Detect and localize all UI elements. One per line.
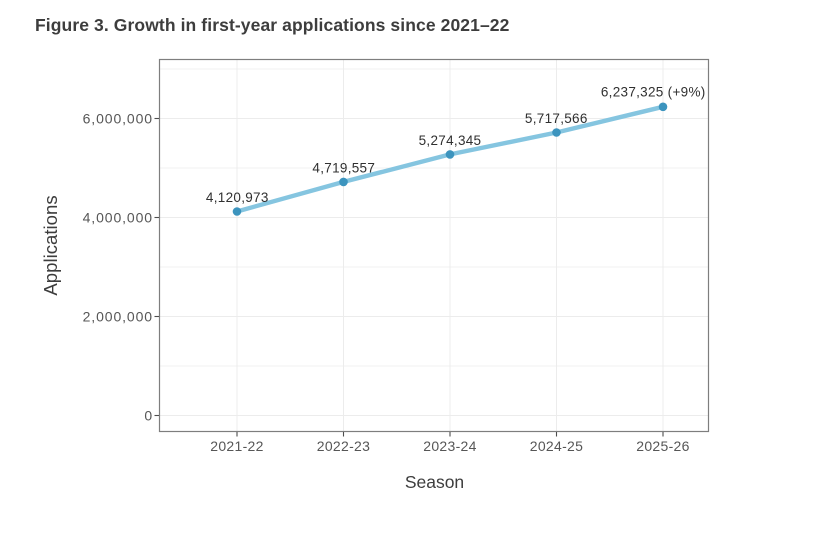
svg-text:2023-24: 2023-24 <box>423 438 476 454</box>
svg-text:Figure 3. Growth in first-year: Figure 3. Growth in first-year applicati… <box>35 15 510 35</box>
svg-text:2,000,000: 2,000,000 <box>83 309 153 325</box>
svg-text:4,719,557: 4,719,557 <box>312 161 375 176</box>
svg-text:0: 0 <box>144 408 153 424</box>
svg-text:2021-22: 2021-22 <box>210 438 263 454</box>
svg-text:5,717,566: 5,717,566 <box>525 111 588 126</box>
svg-text:2025-26: 2025-26 <box>636 438 689 454</box>
svg-text:4,000,000: 4,000,000 <box>83 210 153 226</box>
svg-text:Season: Season <box>405 472 464 492</box>
svg-text:6,000,000: 6,000,000 <box>83 111 153 127</box>
svg-text:2024-25: 2024-25 <box>530 438 583 454</box>
svg-text:Applications: Applications <box>40 195 61 295</box>
svg-text:4,120,973: 4,120,973 <box>206 190 269 205</box>
svg-text:6,237,325 (+9%): 6,237,325 (+9%) <box>601 85 706 100</box>
svg-text:2022-23: 2022-23 <box>317 438 370 454</box>
svg-text:5,274,345: 5,274,345 <box>419 133 482 148</box>
